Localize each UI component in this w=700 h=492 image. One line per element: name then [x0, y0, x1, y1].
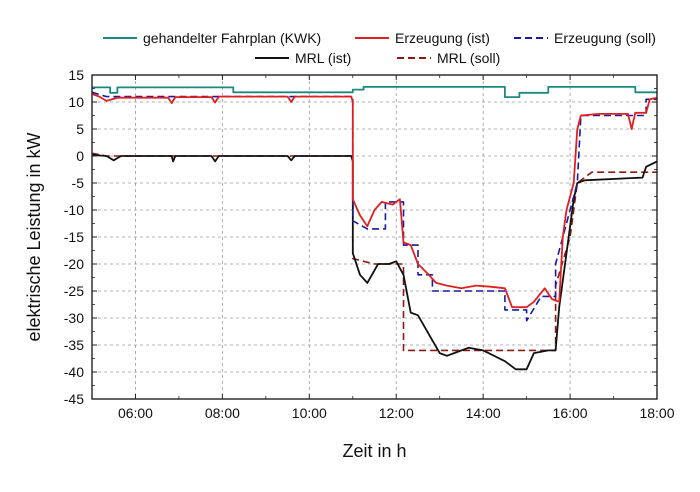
grid	[92, 75, 657, 399]
y-tick-label: -45	[64, 391, 84, 407]
x-tick-label: 18:00	[639, 405, 674, 421]
y-tick-label: -20	[64, 256, 84, 272]
y-tick-label: -15	[64, 229, 84, 245]
x-tick-label: 08:00	[205, 405, 240, 421]
x-axis-title: Zeit in h	[342, 441, 406, 461]
legend-label-2: Erzeugung (soll)	[554, 30, 656, 46]
legend-label-1: Erzeugung (ist)	[395, 30, 490, 46]
series-group	[91, 86, 658, 371]
x-tick-label: 10:00	[292, 405, 327, 421]
x-tick-label: 16:00	[553, 405, 588, 421]
x-tick-label: 14:00	[466, 405, 501, 421]
y-tick-label: -10	[64, 202, 84, 218]
y-tick-label: 5	[76, 121, 84, 137]
legend-label-0: gehandelter Fahrplan (KWK)	[143, 30, 321, 46]
y-tick-label: -35	[64, 337, 84, 353]
legend: gehandelter Fahrplan (KWK) Erzeugung (ist…	[103, 30, 656, 66]
x-tick-label: 12:00	[379, 405, 414, 421]
series-line-1	[91, 93, 658, 309]
series-line-0	[92, 86, 657, 98]
y-tick-label: 15	[68, 67, 84, 83]
legend-label-3: MRL (ist)	[295, 50, 351, 66]
y-tick-label: -25	[64, 283, 84, 299]
series-line-3	[91, 154, 658, 371]
y-tick-label: -30	[64, 310, 84, 326]
y-tick-label: -40	[64, 364, 84, 380]
y-tick-label: 10	[68, 94, 84, 110]
y-tick-label: -5	[72, 175, 85, 191]
y-axis-title: elektrische Leistung in kW	[24, 132, 44, 341]
series-line-2	[91, 91, 657, 322]
x-tick-label: 06:00	[118, 405, 153, 421]
y-tick-label: 0	[76, 148, 84, 164]
axis-ticks: 15 10 5 0 -5 -10 -15 -20 -25 -30 -35 -40 -45 06:00 08:…	[64, 67, 675, 421]
legend-label-4: MRL (soll)	[437, 50, 500, 66]
